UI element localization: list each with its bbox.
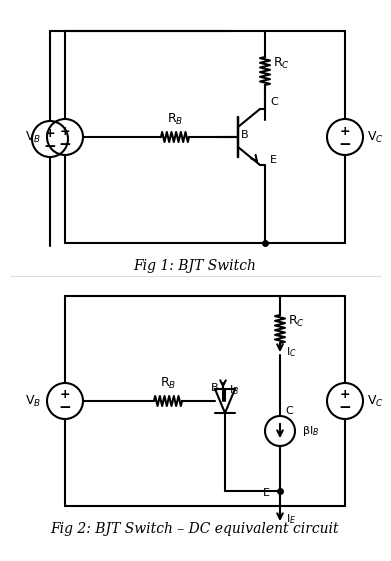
Text: +: +	[340, 125, 350, 137]
Text: R$_B$: R$_B$	[160, 376, 176, 391]
Text: R$_C$: R$_C$	[288, 314, 305, 329]
Text: C: C	[285, 406, 293, 416]
Text: V$_B$: V$_B$	[25, 130, 41, 145]
Text: +: +	[45, 126, 55, 140]
Text: I$_E$: I$_E$	[286, 512, 296, 526]
Text: −: −	[339, 136, 352, 151]
Text: βI$_B$: βI$_B$	[302, 424, 319, 438]
Text: E: E	[270, 155, 277, 165]
Text: +: +	[60, 125, 70, 137]
Text: −: −	[339, 401, 352, 416]
Text: I$_B$: I$_B$	[229, 383, 239, 397]
Text: V$_B$: V$_B$	[25, 393, 41, 408]
Text: C: C	[270, 97, 278, 107]
Text: I$_C$: I$_C$	[286, 345, 297, 359]
Text: V$_C$: V$_C$	[367, 130, 384, 145]
Text: +: +	[60, 389, 70, 402]
Text: −: −	[59, 136, 72, 151]
Text: −: −	[44, 139, 56, 154]
Text: Fig 1: BJT Switch: Fig 1: BJT Switch	[134, 259, 256, 273]
Text: −: −	[59, 401, 72, 416]
Text: +: +	[340, 389, 350, 402]
Text: R$_C$: R$_C$	[273, 56, 290, 71]
Text: E: E	[263, 488, 270, 498]
Text: R$_B$: R$_B$	[167, 112, 183, 127]
Text: V$_C$: V$_C$	[367, 393, 384, 408]
Text: Fig 2: BJT Switch – DC equivalent circuit: Fig 2: BJT Switch – DC equivalent circui…	[51, 522, 339, 536]
Text: B: B	[211, 383, 219, 393]
Text: B: B	[241, 130, 249, 140]
